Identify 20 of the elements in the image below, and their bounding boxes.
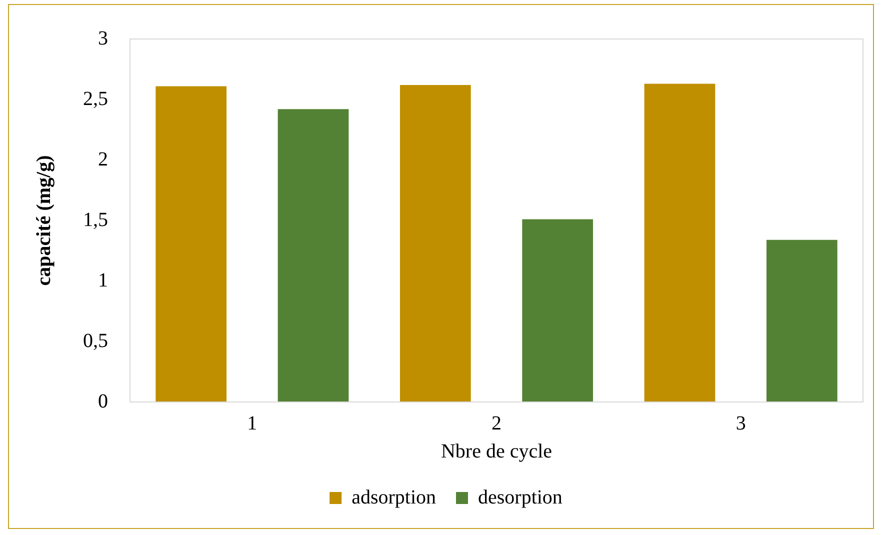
x-axis-title: Nbre de cycle <box>440 440 552 462</box>
y-tick-label: 0,5 <box>83 330 108 352</box>
y-tick-label: 2 <box>98 148 108 170</box>
bar <box>156 86 227 402</box>
bar <box>400 84 471 402</box>
bar <box>644 84 716 402</box>
legend-label: desorption <box>478 486 562 508</box>
y-tick-label: 1,5 <box>83 208 108 231</box>
y-axis-title: capacité (mg/g) <box>33 155 56 286</box>
bar <box>522 219 594 402</box>
x-tick-label: 3 <box>736 412 746 434</box>
x-tick-label: 1 <box>247 412 258 434</box>
y-tick-label: 2,5 <box>83 88 108 110</box>
legend-label: adsorption <box>352 486 436 508</box>
y-tick-label: 3 <box>98 27 108 50</box>
x-tick-label: 2 <box>492 412 502 434</box>
bar <box>766 240 838 402</box>
y-tick-label: 0 <box>98 390 108 412</box>
y-tick-label: 1 <box>98 269 108 292</box>
bar <box>278 109 349 402</box>
